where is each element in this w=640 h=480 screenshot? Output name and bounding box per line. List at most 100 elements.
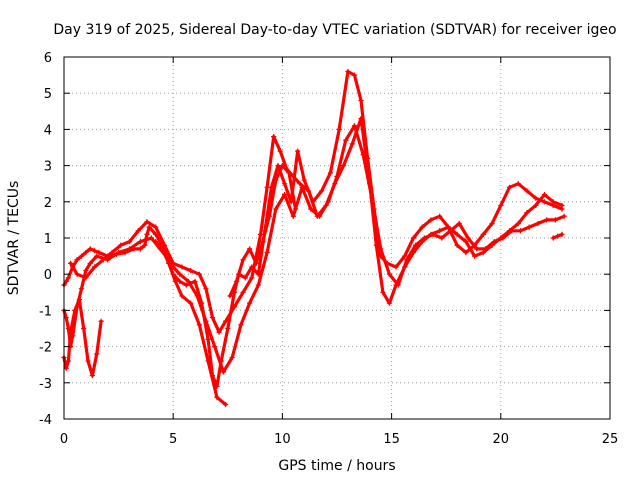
data-point — [205, 336, 211, 342]
data-point — [428, 217, 434, 223]
data-point — [137, 246, 144, 252]
data-point — [345, 68, 351, 75]
data-point — [74, 271, 80, 277]
data-point — [541, 191, 548, 198]
data-point — [559, 231, 565, 237]
data-point — [240, 257, 246, 263]
data-point — [142, 242, 148, 248]
data-point — [402, 253, 408, 259]
data-point — [65, 325, 71, 332]
data-point — [122, 249, 128, 256]
data-point — [343, 137, 349, 143]
data-point — [524, 210, 530, 216]
data-point — [218, 358, 224, 364]
y-tick-label: 2 — [44, 196, 52, 211]
data-point — [273, 177, 279, 183]
data-point — [179, 293, 185, 299]
data-point — [70, 333, 76, 339]
data-point — [98, 318, 104, 324]
data-point — [205, 358, 211, 364]
data-point — [214, 394, 220, 400]
data-point — [83, 275, 89, 281]
data-point — [439, 235, 445, 241]
data-point — [188, 300, 194, 306]
data-point — [419, 224, 425, 230]
data-point — [87, 246, 93, 252]
data-point — [135, 228, 141, 234]
data-point — [358, 97, 364, 104]
data-point — [70, 264, 76, 270]
data-point — [371, 206, 377, 212]
data-point — [83, 249, 89, 256]
data-point — [268, 184, 275, 190]
data-point — [489, 242, 495, 248]
data-point — [137, 239, 144, 245]
data-point — [550, 199, 556, 205]
data-point — [144, 231, 150, 237]
data-point — [74, 257, 80, 263]
data-point — [183, 282, 189, 288]
series-track-2 — [68, 116, 564, 334]
data-point — [255, 271, 261, 277]
data-point — [281, 181, 288, 187]
data-point — [220, 369, 227, 375]
data-point — [172, 278, 178, 285]
data-point — [323, 202, 329, 209]
data-point — [386, 300, 393, 306]
data-point — [166, 260, 172, 266]
data-point — [273, 206, 279, 212]
data-point — [515, 181, 521, 187]
data-point — [332, 181, 338, 187]
data-point — [463, 239, 469, 245]
data-point — [500, 235, 506, 241]
x-tick-label: 10 — [274, 432, 291, 447]
data-point — [225, 325, 231, 332]
data-point — [247, 300, 253, 306]
data-point — [430, 231, 436, 237]
data-point — [386, 271, 393, 277]
data-point — [395, 282, 401, 288]
data-point — [65, 358, 71, 364]
data-point — [161, 242, 168, 248]
data-point — [369, 195, 375, 201]
data-point — [421, 235, 427, 241]
data-point — [509, 228, 515, 234]
data-point — [255, 282, 261, 288]
data-point — [445, 224, 451, 230]
chart-title: Day 319 of 2025, Sidereal Day-to-day VTE… — [53, 22, 616, 38]
data-point — [456, 220, 462, 227]
data-point — [290, 173, 296, 180]
data-point — [238, 322, 244, 328]
data-point — [194, 293, 200, 299]
data-point — [498, 202, 504, 209]
data-point — [231, 289, 237, 295]
y-ticks: -4 -3 -2 -1 0 1 2 3 4 5 6 — [39, 51, 610, 428]
y-tick-label: 3 — [44, 160, 52, 175]
data-point — [378, 253, 384, 259]
data-point — [535, 220, 541, 227]
data-point — [402, 264, 408, 270]
data-point — [410, 235, 417, 241]
data-point — [253, 260, 259, 266]
data-point — [271, 134, 277, 140]
y-tick-label: 6 — [44, 51, 52, 66]
data-point — [257, 231, 264, 237]
data-point — [275, 163, 281, 169]
data-point — [148, 235, 154, 241]
data-point — [471, 242, 478, 248]
data-point — [91, 248, 98, 254]
data-point — [126, 239, 133, 245]
data-point — [310, 199, 316, 205]
data-point — [116, 249, 122, 256]
data-point — [89, 372, 95, 379]
data-point — [454, 242, 460, 248]
data-point — [74, 304, 80, 310]
data-point — [373, 242, 379, 248]
data-point — [349, 141, 355, 147]
data-point — [229, 354, 235, 361]
data-point — [404, 257, 410, 263]
data-point — [465, 235, 471, 241]
data-point — [170, 264, 176, 270]
data-point — [212, 344, 218, 350]
